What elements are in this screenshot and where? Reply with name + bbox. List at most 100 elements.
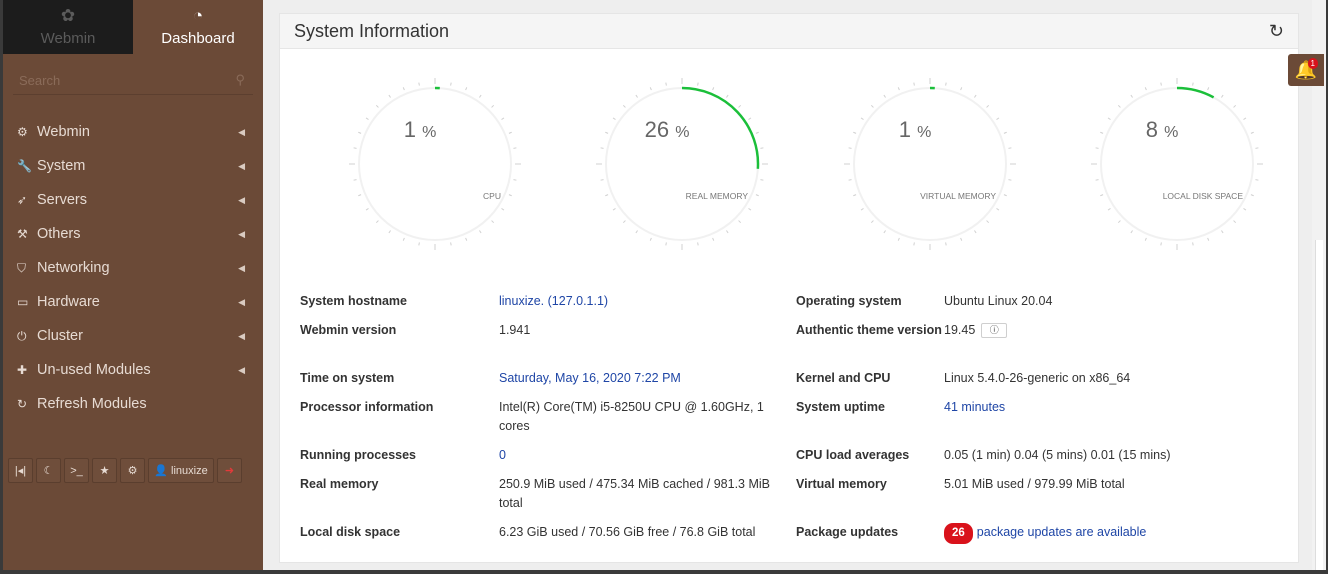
gauge-tick — [1207, 237, 1210, 241]
sidebar-item-unused-modules[interactable]: ✚ Un-used Modules ◀ — [3, 353, 263, 387]
panel-title: System Information — [294, 20, 450, 41]
gauge-unit: % — [1164, 124, 1179, 141]
search-input[interactable] — [13, 67, 253, 93]
gauge-dial — [844, 78, 1016, 250]
gauge-tick — [1095, 147, 1099, 149]
gauge-tick — [697, 82, 699, 86]
sidebar-item-others[interactable]: ⚒ Others ◀ — [3, 217, 263, 251]
info-icon[interactable]: ⓘ — [981, 323, 1008, 339]
sidebar-item-hardware[interactable]: ▭ Hardware ◀ — [3, 285, 263, 319]
chevron-left-icon: ◀ — [238, 364, 245, 375]
notification-badge: 1 — [1307, 58, 1318, 69]
gauge-tick — [738, 220, 742, 224]
uptime-link[interactable]: 41 minutes — [944, 400, 1006, 414]
sidebar-item-label: Others — [37, 226, 81, 242]
updates-badge[interactable]: 26 — [944, 523, 973, 544]
refresh-icon[interactable]: ↻ — [1268, 20, 1284, 41]
uptime-label: System uptime — [796, 400, 885, 414]
gauge-tick — [1233, 220, 1237, 224]
gauge-ring — [358, 87, 512, 241]
cogs-icon: ⚙ — [127, 465, 138, 477]
gauge-tick — [755, 131, 759, 134]
sidebar-item-system[interactable]: 🔧 System ◀ — [3, 149, 263, 183]
notifications-button[interactable]: 🔔 1 — [1288, 54, 1324, 86]
gauge-tick — [1107, 208, 1111, 211]
os-value: Ubuntu Linux 20.04 — [944, 294, 1053, 308]
gauge-tick — [1117, 220, 1121, 224]
tab-webmin[interactable]: ✿ Webmin — [3, 0, 133, 54]
terminal-button[interactable]: >_ — [64, 458, 89, 483]
gauge-tick — [870, 104, 874, 108]
webmin-logo-icon: ✿ — [60, 6, 76, 25]
chevron-left-icon: ◀ — [238, 194, 245, 205]
dashboard-icon: ◔ — [192, 6, 204, 25]
gauge-tick — [649, 87, 652, 91]
gauge-value: 1 — [403, 117, 416, 142]
gauge-tick — [1130, 94, 1133, 98]
gauge-label: LOCAL DISK SPACE — [1162, 191, 1243, 201]
gauge-tick — [1250, 131, 1254, 134]
sidebar-item-webmin[interactable]: ⚙ Webmin ◀ — [3, 115, 263, 149]
search-icon[interactable]: ⚲ — [235, 72, 245, 87]
gauge-tick — [491, 220, 495, 224]
shield-icon: ⛉ — [17, 260, 27, 275]
favorites-button[interactable]: ★ — [92, 458, 117, 483]
gauge-tick — [974, 94, 977, 98]
gauge-tick — [1192, 242, 1194, 246]
gauge-tick — [1207, 87, 1210, 91]
night-mode-button[interactable]: ☾ — [36, 458, 61, 483]
updates-link[interactable]: package updates are available — [976, 525, 1147, 539]
gauge-tick — [491, 104, 495, 108]
gear-icon: ⚙ — [17, 125, 28, 139]
gauge-tick — [1160, 82, 1162, 86]
tab-dashboard[interactable]: ◔ Dashboard — [133, 0, 263, 54]
virtual-memory-value: 5.01 MiB used / 979.99 MiB total — [944, 477, 1125, 491]
gauge-tick — [612, 208, 616, 211]
gauge-tick — [365, 117, 369, 120]
gauge-tick — [513, 179, 517, 181]
gauge-tick — [479, 230, 482, 234]
chevron-left-icon: ◀ — [238, 160, 245, 171]
theme-config-button[interactable]: ⚙ — [120, 458, 145, 483]
gauge-dial — [596, 78, 768, 250]
chevron-left-icon: ◀ — [238, 126, 245, 137]
power-icon: ⏻ — [17, 328, 27, 343]
theme-version-cell: 19.45 ⓘ — [944, 321, 1234, 369]
sidebar-item-networking[interactable]: ⛉ Networking ◀ — [3, 251, 263, 285]
gauge-tick — [1250, 194, 1254, 197]
processes-link[interactable]: 0 — [499, 448, 506, 462]
gauge-tick — [605, 131, 609, 134]
user-button[interactable]: 👤 linuxize — [148, 458, 214, 483]
scrollbar-thumb[interactable] — [1315, 240, 1323, 570]
gauge-tick — [848, 147, 852, 149]
gauge-tick — [960, 237, 963, 241]
gauge-tick — [635, 230, 638, 234]
gauge-tick — [600, 147, 604, 149]
hdd-icon: ▭ — [17, 295, 29, 309]
time-link[interactable]: Saturday, May 16, 2020 7:22 PM — [499, 371, 681, 385]
gauge-tick — [960, 87, 963, 91]
updates-label: Package updates — [796, 525, 899, 539]
gauge-tick — [1130, 230, 1133, 234]
gauge-label: CPU — [483, 191, 501, 201]
gauge-tick — [365, 208, 369, 211]
gauge-tick — [996, 208, 1000, 211]
scrollbar[interactable] — [1312, 0, 1326, 570]
real-memory-value: 250.9 MiB used / 475.34 MiB cached / 981… — [499, 477, 770, 510]
gauge-tick — [748, 117, 752, 120]
collapse-sidebar-button[interactable]: |◂| — [8, 458, 33, 483]
sidebar-item-refresh-modules[interactable]: ↻ Refresh Modules — [3, 387, 263, 421]
kernel-value: Linux 5.4.0-26-generic on x86_64 — [944, 371, 1131, 385]
logout-button[interactable]: ➜ — [217, 458, 242, 483]
sidebar-item-servers[interactable]: ➶ Servers ◀ — [3, 183, 263, 217]
load-label: CPU load averages — [796, 448, 910, 462]
puzzle-icon: ✚ — [17, 363, 28, 377]
sidebar-item-label: Servers — [37, 192, 87, 208]
gauge-tick — [649, 237, 652, 241]
processor-label: Processor information — [300, 400, 434, 414]
gauge-tick — [1243, 117, 1247, 120]
terminal-icon: >_ — [70, 464, 83, 477]
gauge-tick — [1160, 242, 1162, 246]
hostname-link[interactable]: linuxize. (127.0.1.1) — [499, 294, 609, 308]
sidebar-item-cluster[interactable]: ⏻ Cluster ◀ — [3, 319, 263, 353]
